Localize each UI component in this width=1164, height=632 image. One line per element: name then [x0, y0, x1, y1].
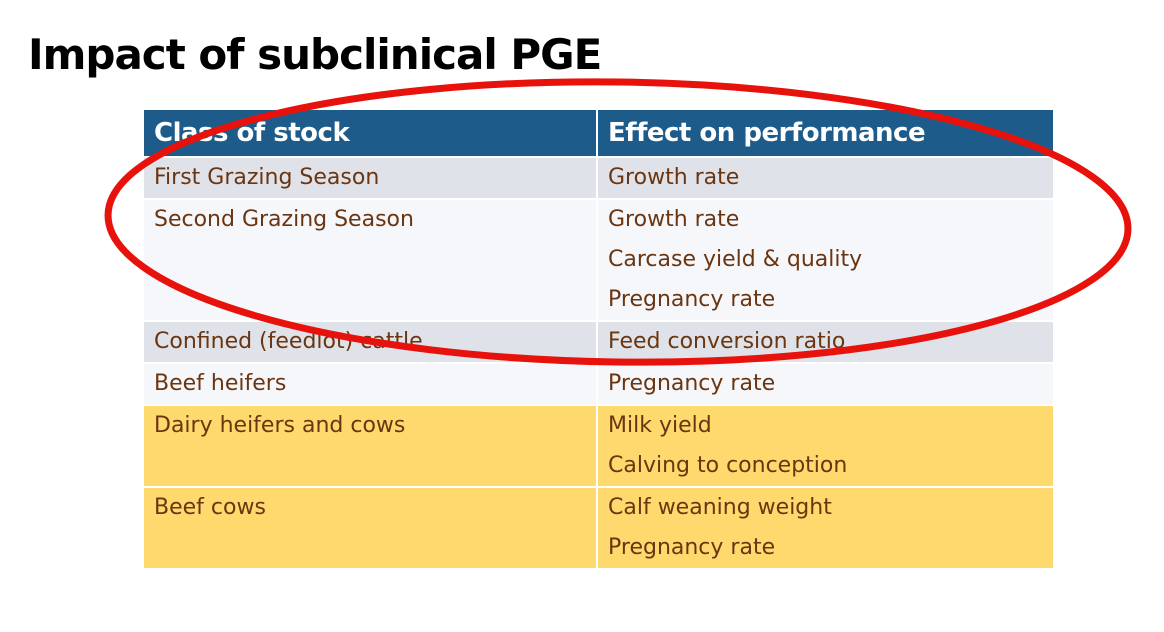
effect-label: Growth rate [608, 207, 740, 232]
effect-label: Pregnancy rate [608, 287, 776, 312]
table-row: Confined (feedlot) cattle Feed conversion… [144, 320, 1053, 363]
table-row: Second Grazing Season Growth rate Carcase … [144, 198, 1053, 321]
slide-title: Impact of subclinical PGE [28, 30, 602, 79]
cell-class-of-stock: Confined (feedlot) cattle [144, 320, 598, 363]
cell-effect-on-performance: Feed conversion ratio [597, 320, 1053, 363]
column-header-effect-on-performance: Effect on performance [597, 110, 1053, 157]
effect-label: Growth rate [608, 165, 740, 190]
cell-class-of-stock: Second Grazing Season [144, 198, 598, 321]
effect-label: Carcase yield & quality [608, 247, 863, 272]
cell-class-of-stock: Beef heifers [144, 362, 598, 405]
stock-label: Second Grazing Season [154, 207, 414, 232]
stock-label: Beef heifers [154, 371, 287, 396]
effect-label: Pregnancy rate [608, 535, 776, 560]
stock-label: First Grazing Season [154, 165, 380, 190]
stock-performance-table: Class of stock Effect on performance Fir… [144, 110, 1053, 568]
table-header-row: Class of stock Effect on performance [144, 110, 1053, 157]
column-header-class-of-stock: Class of stock [144, 110, 598, 157]
table-row: First Grazing Season Growth rate [144, 156, 1053, 199]
table-row: Dairy heifers and cows Milk yield Calving … [144, 404, 1053, 487]
cell-class-of-stock: First Grazing Season [144, 156, 598, 199]
cell-effect-on-performance: Milk yield Calving to conception [597, 404, 1053, 487]
table-row: Beef cows Calf weaning weight Pregnancy ra… [144, 486, 1053, 568]
stock-label: Dairy heifers and cows [154, 413, 406, 438]
cell-class-of-stock: Dairy heifers and cows [144, 404, 598, 487]
cell-effect-on-performance: Pregnancy rate [597, 362, 1053, 405]
cell-effect-on-performance: Growth rate Carcase yield & quality Pregna… [597, 198, 1053, 321]
effect-label: Feed conversion ratio [608, 329, 846, 354]
cell-effect-on-performance: Calf weaning weight Pregnancy rate [597, 486, 1053, 568]
cell-effect-on-performance: Growth rate [597, 156, 1053, 199]
stock-label: Confined (feedlot) cattle [154, 329, 423, 354]
effect-label: Pregnancy rate [608, 371, 776, 396]
effect-label: Calving to conception [608, 453, 848, 478]
stock-label: Beef cows [154, 495, 266, 520]
table-body: First Grazing Season Growth rate Second Gr… [144, 156, 1053, 568]
cell-class-of-stock: Beef cows [144, 486, 598, 568]
effect-label: Milk yield [608, 413, 712, 438]
table-row: Beef heifers Pregnancy rate [144, 362, 1053, 405]
effect-label: Calf weaning weight [608, 495, 832, 520]
